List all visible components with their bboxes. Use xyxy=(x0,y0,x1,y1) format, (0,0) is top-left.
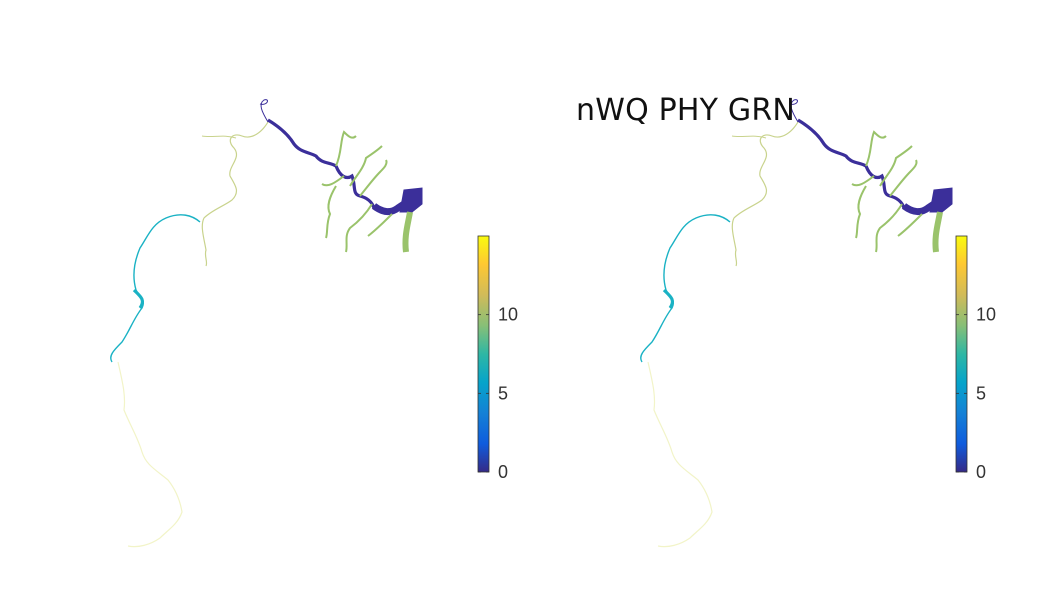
colorbar-right-gradient xyxy=(955,235,968,473)
colorbar-tick-label: 10 xyxy=(976,305,996,325)
estuary-map-left xyxy=(111,100,422,547)
colorbar-left: 0 5 10 xyxy=(477,235,518,482)
figure-title: nWQ PHY GRN xyxy=(576,93,796,128)
map-panel-right xyxy=(641,100,952,547)
colorbar-right: 0 5 10 xyxy=(955,235,996,482)
colorbar-tick-label: 0 xyxy=(498,462,508,482)
colorbar-tick-label: 5 xyxy=(498,383,508,403)
colorbar-tick-label: 5 xyxy=(976,383,986,403)
map-panel-left xyxy=(111,100,422,547)
colorbar-tick-label: 0 xyxy=(976,462,986,482)
estuary-map-right xyxy=(641,100,952,547)
colorbar-left-gradient xyxy=(477,235,490,473)
colorbar-tick-label: 10 xyxy=(498,305,518,325)
